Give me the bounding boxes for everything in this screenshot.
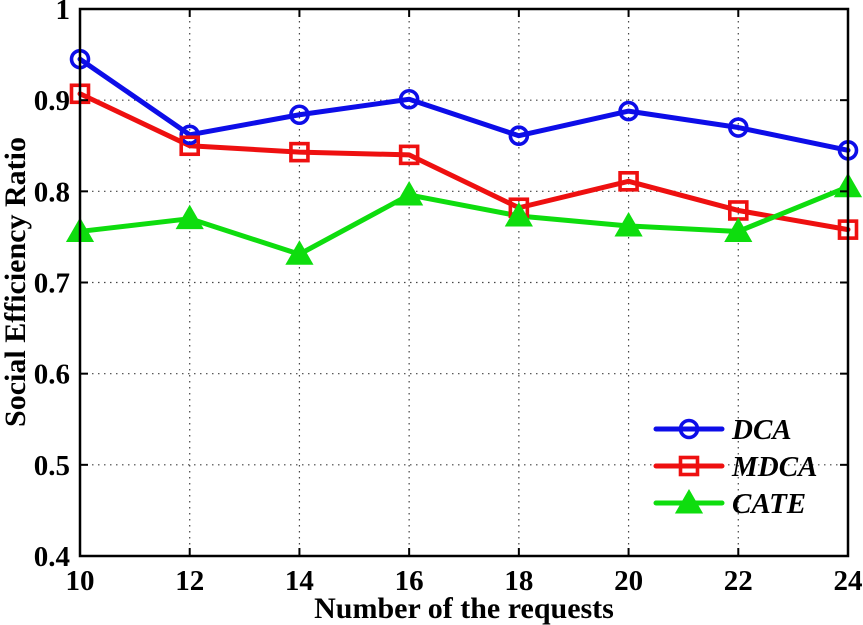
- legend-label-CATE: CATE: [732, 488, 806, 520]
- marker-square-MDCA: [678, 455, 700, 477]
- tick-label-layer: 10 12 14 16 18 20 22 24 0.4 0.5 0.6 0.7 0.8 0.9 1: [34, 0, 863, 597]
- x-tick-label: 14: [285, 565, 314, 597]
- y-tick-label: 1: [56, 0, 71, 26]
- marker-square-MDCA: [398, 144, 420, 166]
- series-line-DCA: [77, 56, 851, 153]
- marker-circle-DCA: [289, 104, 310, 126]
- legend: DCA MDCA CATE: [653, 414, 817, 520]
- marker-circle-DCA: [618, 100, 639, 122]
- legend-label-DCA: DCA: [731, 414, 792, 446]
- marker-triangle-CATE: [724, 217, 753, 242]
- legend-item-CATE: CATE: [653, 488, 806, 520]
- y-tick-label: 0.8: [34, 176, 70, 208]
- y-axis-label: Social Efficiency Ratio: [0, 137, 32, 427]
- marker-square-MDCA: [179, 135, 201, 157]
- x-tick-label: 24: [834, 565, 863, 597]
- y-tick-label: 0.7: [34, 268, 70, 300]
- marker-triangle-CATE: [614, 211, 643, 237]
- marker-circle-DCA: [508, 125, 530, 147]
- x-tick-label: 22: [724, 565, 753, 597]
- marker-triangle-CATE: [285, 240, 314, 265]
- series-line-MDCA: [77, 91, 851, 233]
- legend-item-MDCA: MDCA: [653, 451, 817, 483]
- x-tick-label: 20: [614, 565, 643, 597]
- legend-label-MDCA: MDCA: [731, 451, 817, 483]
- y-tick-label: 0.9: [34, 85, 70, 117]
- x-tick-label: 10: [66, 565, 95, 597]
- y-tick-label: 0.6: [34, 359, 70, 391]
- marker-triangle-CATE: [175, 204, 204, 230]
- x-tick-label: 12: [175, 565, 204, 597]
- y-tick-label: 0.5: [34, 450, 70, 482]
- marker-triangle-CATE: [504, 201, 533, 227]
- marker-square-MDCA: [618, 171, 639, 192]
- legend-item-DCA: DCA: [653, 414, 792, 446]
- y-tick-label: 0.4: [34, 541, 70, 573]
- x-axis-label: Number of the requests: [314, 592, 614, 625]
- x-tick-label: 18: [504, 565, 533, 597]
- series-layer: [65, 48, 863, 265]
- x-tick-label: 16: [395, 565, 424, 597]
- marker-square-MDCA: [289, 141, 310, 163]
- marker-triangle-CATE: [674, 488, 704, 514]
- marker-triangle-CATE: [395, 180, 424, 206]
- marker-circle-DCA: [398, 88, 420, 110]
- tick-layer: [79, 8, 849, 557]
- series-line-CATE: [77, 184, 851, 257]
- marker-circle-DCA: [727, 117, 749, 138]
- marker-circle-DCA: [678, 418, 700, 440]
- marker-circle-DCA: [179, 124, 201, 146]
